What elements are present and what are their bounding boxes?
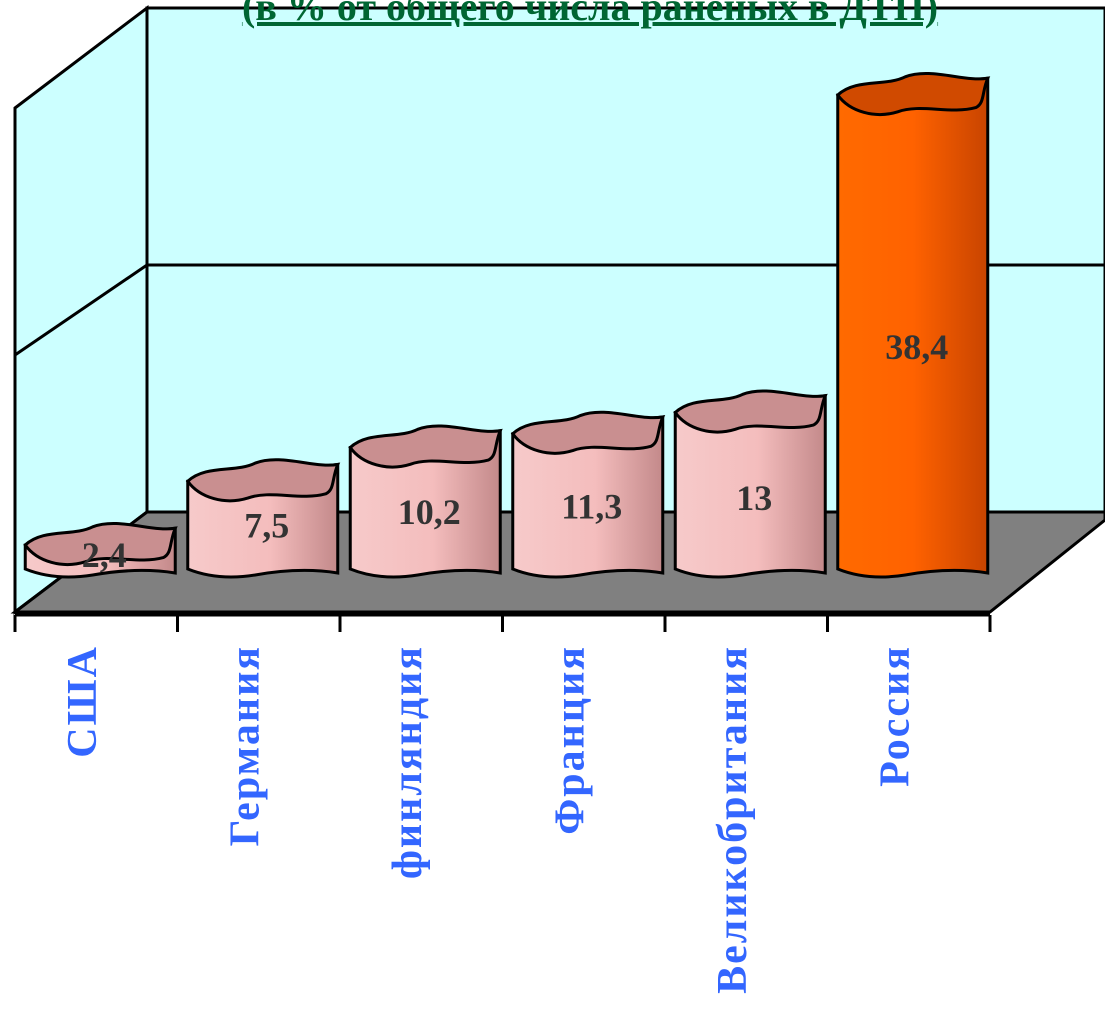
chart-title: (в % от общего числа раненых в ДТП) bbox=[242, 0, 938, 29]
category-label: финляндия bbox=[385, 645, 431, 879]
bar: 7,5 bbox=[185, 458, 341, 579]
bar-cap bbox=[348, 424, 503, 469]
category-label: США bbox=[60, 645, 106, 758]
gridline-left bbox=[14, 263, 148, 357]
value-label: 11,3 bbox=[561, 487, 622, 527]
bar: 13 bbox=[673, 389, 828, 579]
bar-cap bbox=[510, 410, 666, 455]
bar: 2,4 bbox=[23, 522, 178, 579]
category-label: Франция bbox=[547, 645, 593, 835]
bar: 11,3 bbox=[510, 410, 666, 579]
value-label: 38,4 bbox=[885, 327, 948, 367]
bar: 10,2 bbox=[348, 424, 503, 579]
value-label: 2,4 bbox=[82, 535, 127, 575]
category-label: Россия bbox=[872, 645, 918, 787]
x-ticks bbox=[13, 615, 992, 632]
category-label: Великобритания bbox=[710, 645, 756, 994]
bar-body bbox=[673, 394, 827, 579]
value-label: 13 bbox=[736, 478, 772, 518]
bar: 38,4 bbox=[835, 72, 991, 579]
category-labels: США Германия финляндия Франция Великобритани… bbox=[60, 645, 919, 994]
bars: 2,4 7,5 10,2 11,3 13 38,4 bbox=[23, 72, 991, 579]
bar-body bbox=[836, 76, 990, 579]
value-label: 7,5 bbox=[244, 506, 289, 546]
bar-cap bbox=[185, 458, 341, 503]
bar-cap bbox=[835, 72, 991, 116]
bar-cap bbox=[23, 522, 178, 566]
category-label: Германия bbox=[222, 645, 268, 846]
value-label: 10,2 bbox=[398, 492, 461, 532]
bar-cap bbox=[673, 389, 828, 434]
bar-body bbox=[511, 415, 665, 579]
